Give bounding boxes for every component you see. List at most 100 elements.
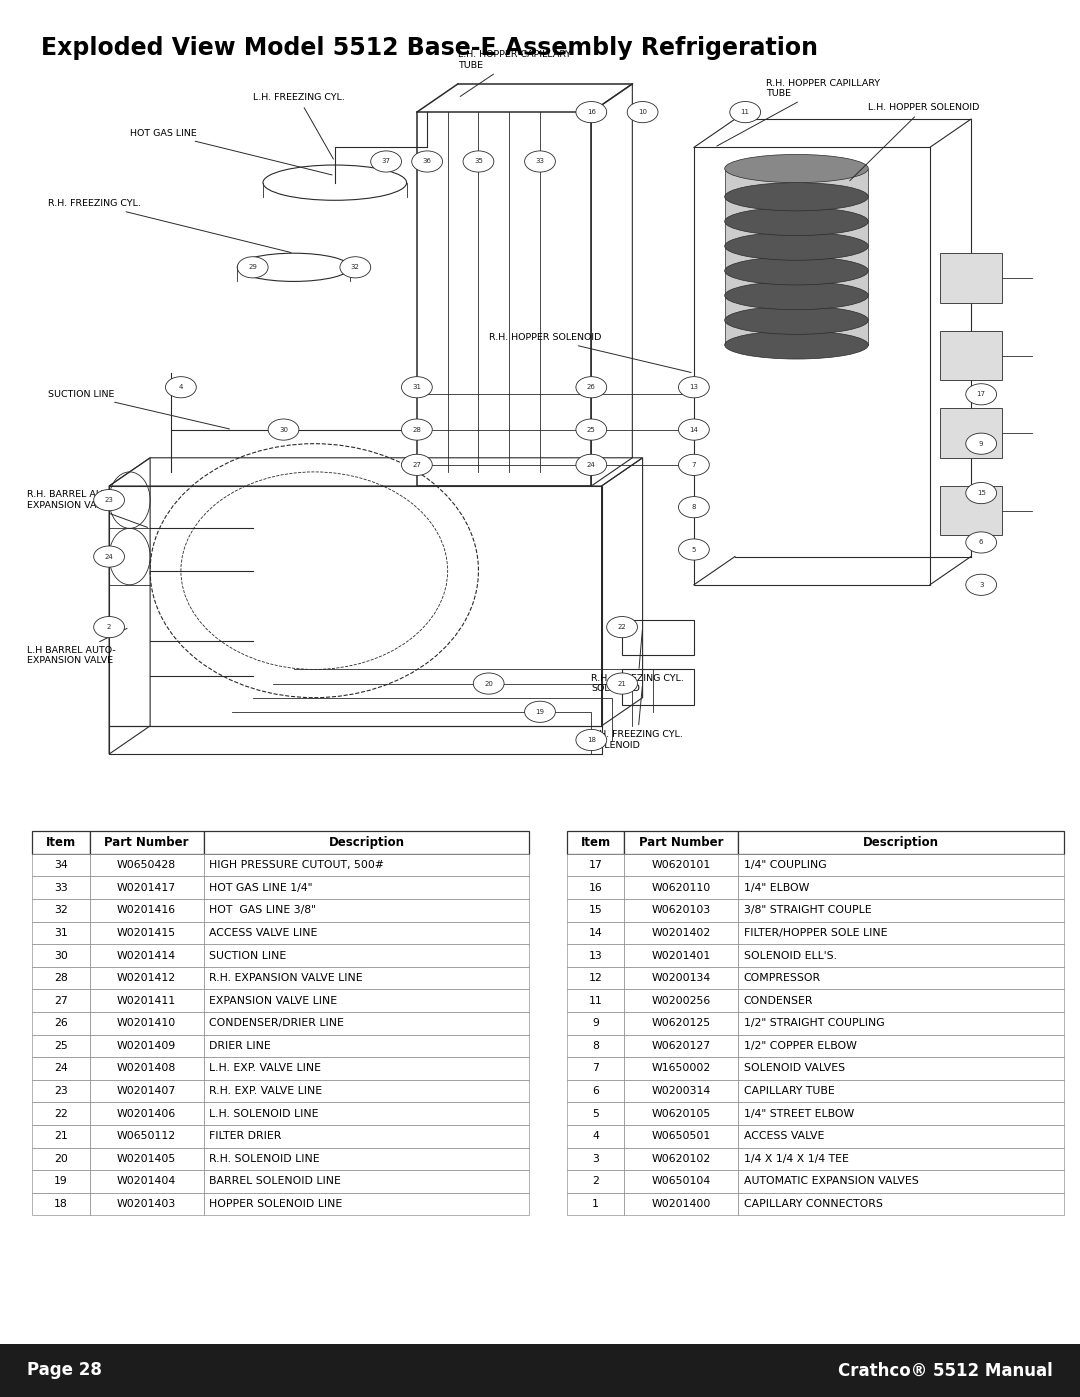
Bar xyxy=(567,854,624,876)
Bar xyxy=(90,1058,204,1080)
Text: 24: 24 xyxy=(105,553,113,560)
Text: 3: 3 xyxy=(978,581,984,588)
Bar xyxy=(739,944,1064,967)
Circle shape xyxy=(576,377,607,398)
Text: HIGH PRESSURE CUTOUT, 500#: HIGH PRESSURE CUTOUT, 500# xyxy=(210,861,384,870)
Text: 20: 20 xyxy=(484,680,494,686)
Bar xyxy=(90,900,204,922)
Bar xyxy=(940,331,1002,380)
Text: W0620127: W0620127 xyxy=(651,1041,711,1051)
Text: W0620101: W0620101 xyxy=(651,861,711,870)
Text: ACCESS VALVE LINE: ACCESS VALVE LINE xyxy=(210,928,318,937)
Bar xyxy=(204,1171,529,1193)
Text: 5: 5 xyxy=(592,1109,599,1119)
Text: 22: 22 xyxy=(54,1109,68,1119)
Text: 1/2" COPPER ELBOW: 1/2" COPPER ELBOW xyxy=(744,1041,856,1051)
Text: Page 28: Page 28 xyxy=(27,1362,102,1379)
Circle shape xyxy=(402,377,432,398)
Text: 25: 25 xyxy=(54,1041,68,1051)
Bar xyxy=(90,1035,204,1058)
Bar xyxy=(567,1171,624,1193)
Text: 2: 2 xyxy=(592,1176,599,1186)
Bar xyxy=(624,989,739,1011)
Text: W0620103: W0620103 xyxy=(651,905,711,915)
Circle shape xyxy=(730,102,760,123)
Bar xyxy=(624,1147,739,1171)
Text: W0200256: W0200256 xyxy=(651,996,711,1006)
Bar xyxy=(567,922,624,944)
Bar xyxy=(32,900,90,922)
Circle shape xyxy=(402,419,432,440)
Bar xyxy=(739,1193,1064,1215)
Bar xyxy=(90,1102,204,1125)
Text: W0201405: W0201405 xyxy=(117,1154,176,1164)
Bar xyxy=(32,922,90,944)
Ellipse shape xyxy=(725,232,868,260)
Text: W0650104: W0650104 xyxy=(651,1176,711,1186)
Text: R.H. HOPPER CAPILLARY
TUBE: R.H. HOPPER CAPILLARY TUBE xyxy=(717,78,880,147)
Text: 28: 28 xyxy=(413,426,421,433)
Text: 1: 1 xyxy=(592,1199,599,1208)
Bar xyxy=(32,1102,90,1125)
Bar xyxy=(739,854,1064,876)
Text: 9: 9 xyxy=(978,440,984,447)
Bar xyxy=(567,1035,624,1058)
Circle shape xyxy=(525,701,555,722)
Text: Item: Item xyxy=(46,835,76,849)
Text: EXPANSION VALVE LINE: EXPANSION VALVE LINE xyxy=(210,996,337,1006)
Bar xyxy=(624,1035,739,1058)
Bar xyxy=(32,967,90,989)
Text: 30: 30 xyxy=(279,426,288,433)
Bar xyxy=(204,876,529,900)
Text: 27: 27 xyxy=(54,996,68,1006)
Bar xyxy=(204,944,529,967)
Bar xyxy=(204,854,529,876)
Bar xyxy=(624,876,739,900)
Bar xyxy=(204,967,529,989)
Bar xyxy=(624,1193,739,1215)
Circle shape xyxy=(678,419,710,440)
Bar xyxy=(90,944,204,967)
Text: AUTOMATIC EXPANSION VALVES: AUTOMATIC EXPANSION VALVES xyxy=(744,1176,919,1186)
Text: 37: 37 xyxy=(381,158,391,165)
Text: 15: 15 xyxy=(976,490,986,496)
Bar xyxy=(204,922,529,944)
Text: CONDENSER: CONDENSER xyxy=(744,996,813,1006)
Bar xyxy=(624,1171,739,1193)
Text: SUCTION LINE: SUCTION LINE xyxy=(48,390,229,429)
Bar xyxy=(204,1035,529,1058)
Bar xyxy=(739,967,1064,989)
Text: W0200134: W0200134 xyxy=(651,974,711,983)
Bar xyxy=(32,1011,90,1035)
Text: 4: 4 xyxy=(178,384,184,390)
Bar xyxy=(624,854,739,876)
Text: 12: 12 xyxy=(589,974,603,983)
Bar xyxy=(567,967,624,989)
Text: 1/4" COUPLING: 1/4" COUPLING xyxy=(744,861,826,870)
Text: W0201401: W0201401 xyxy=(651,950,711,961)
Text: 1/4" ELBOW: 1/4" ELBOW xyxy=(744,883,809,893)
Text: 14: 14 xyxy=(689,426,699,433)
Bar xyxy=(624,900,739,922)
Text: 22: 22 xyxy=(618,624,626,630)
Circle shape xyxy=(94,616,124,637)
Bar xyxy=(739,1011,1064,1035)
Text: W1650002: W1650002 xyxy=(651,1063,711,1073)
Text: 31: 31 xyxy=(54,928,68,937)
Bar xyxy=(567,1125,624,1147)
Text: L.H. SOLENOID LINE: L.H. SOLENOID LINE xyxy=(210,1109,319,1119)
Bar xyxy=(739,1125,1064,1147)
Text: 34: 34 xyxy=(54,861,68,870)
Bar xyxy=(624,831,739,854)
Ellipse shape xyxy=(725,155,868,183)
Text: 27: 27 xyxy=(413,462,421,468)
Bar xyxy=(567,1102,624,1125)
Text: 16: 16 xyxy=(586,109,596,115)
Bar xyxy=(739,1080,1064,1102)
Bar xyxy=(739,1102,1064,1125)
Text: HOPPER SOLENOID LINE: HOPPER SOLENOID LINE xyxy=(210,1199,342,1208)
Bar xyxy=(32,1171,90,1193)
Text: W0201415: W0201415 xyxy=(117,928,176,937)
Bar xyxy=(739,1035,1064,1058)
Bar xyxy=(940,486,1002,535)
